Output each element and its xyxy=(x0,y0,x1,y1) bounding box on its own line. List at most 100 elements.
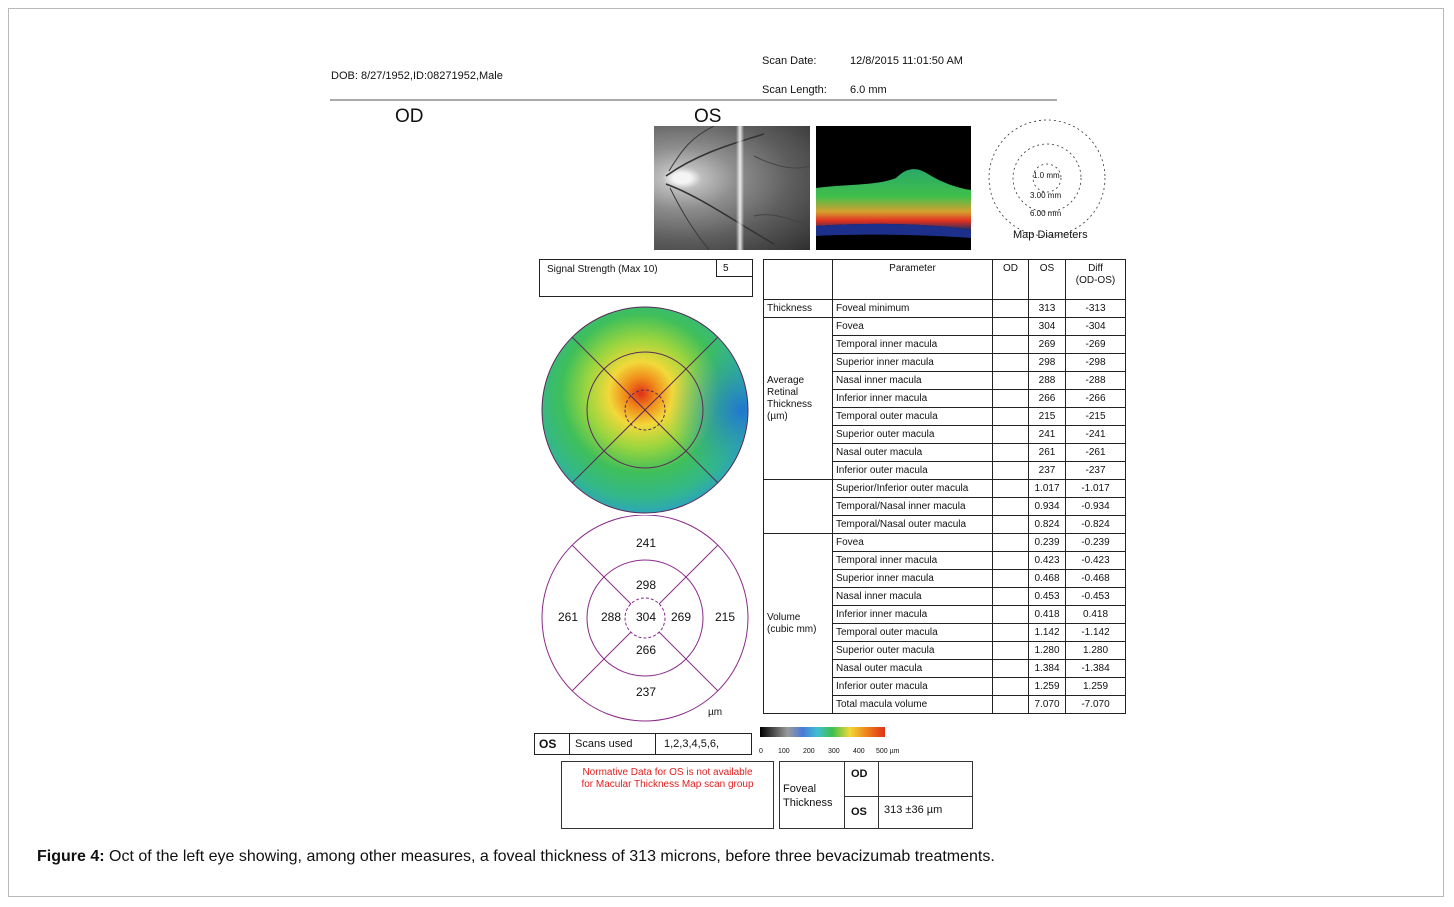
foveal-label-line2: Thickness xyxy=(783,797,833,809)
row-diff: -288 xyxy=(1065,371,1126,390)
row-param: Fovea xyxy=(832,533,993,552)
table-row: Superior inner macula 0.468 -0.468 xyxy=(764,569,1126,588)
foveal-divider-v2 xyxy=(878,762,879,828)
row-param: Temporal outer macula xyxy=(832,623,993,642)
table-row: Superior/Inferior outer macula 1.017 -1.01… xyxy=(763,479,1126,534)
row-diff: -266 xyxy=(1065,389,1126,408)
row-od xyxy=(992,641,1029,660)
ring-label-1: 1.0 mm xyxy=(1033,171,1060,180)
row-os: 215 xyxy=(1028,407,1066,426)
signal-strength-box: Signal Strength (Max 10) 5 xyxy=(539,259,753,297)
row-os: 288 xyxy=(1028,371,1066,390)
row-od xyxy=(992,497,1029,516)
row-diff: 1.280 xyxy=(1065,641,1126,660)
table-row: Temporal inner macula 0.423 -0.423 xyxy=(764,551,1126,570)
normative-line2: for Macular Thickness Map scan group xyxy=(581,779,754,790)
sector-thickness-map: 241 298 261 288 304 269 215 266 237 µm xyxy=(540,514,750,725)
row-od xyxy=(992,335,1029,354)
row-os: 0.824 xyxy=(1028,515,1066,534)
figure-frame xyxy=(8,8,1444,897)
group-avg-line2: Retinal xyxy=(767,386,799,398)
foveal-divider-v1 xyxy=(844,762,845,828)
row-param: Superior outer macula xyxy=(832,425,993,444)
row-od xyxy=(992,317,1029,336)
oct-bscan-image xyxy=(816,126,971,250)
table-row: Temporal outer macula 215 -215 xyxy=(764,407,1126,426)
row-od xyxy=(992,569,1029,588)
row-od xyxy=(992,551,1029,570)
sector-temporal-inner: 269 xyxy=(671,610,692,624)
row-diff: 1.259 xyxy=(1065,677,1126,696)
od-label: OD xyxy=(395,106,424,127)
row-os: 261 xyxy=(1028,443,1066,462)
row-param: Inferior inner macula xyxy=(832,389,993,408)
row-os: 237 xyxy=(1028,461,1066,480)
ring-label-6: 6.00 mm xyxy=(1030,209,1062,218)
map-diameters-title: Map Diameters xyxy=(1013,229,1088,241)
foveal-thickness-box: Foveal Thickness OD OS 313 ±36 µm xyxy=(779,761,973,829)
row-od xyxy=(992,299,1029,318)
normative-line1: Normative Data for OS is not available xyxy=(582,767,753,778)
foveal-label: Foveal Thickness xyxy=(783,782,833,810)
row-param: Nasal outer macula xyxy=(832,659,993,678)
row-param: Inferior inner macula xyxy=(832,605,993,624)
patient-info: DOB: 8/27/1952,ID:08271952,Male xyxy=(331,70,503,82)
header-rule xyxy=(330,99,1057,101)
row-diff: -0.468 xyxy=(1065,569,1126,588)
table-row: Total macula volume 7.070 -7.070 xyxy=(764,695,1126,714)
table-header-row: Parameter OD OS Diff (OD-OS) xyxy=(763,259,1126,300)
figure-caption: Figure 4: Oct of the left eye showing, a… xyxy=(37,848,995,866)
sector-inferior-inner: 266 xyxy=(636,643,657,657)
row-os: 0.934 xyxy=(1028,497,1066,516)
row-od xyxy=(992,515,1029,534)
row-od xyxy=(992,695,1029,714)
row-param: Nasal inner macula xyxy=(832,371,993,390)
group-avg-line4: (µm) xyxy=(767,410,788,422)
caption-prefix: Figure 4: xyxy=(37,848,105,865)
scale-tick-200: 200 xyxy=(803,748,815,755)
table-row: Temporal/Nasal inner macula 0.934 -0.934 xyxy=(764,497,1126,516)
sector-nasal-inner: 288 xyxy=(601,610,622,624)
row-diff: -0.824 xyxy=(1065,515,1126,534)
row-od xyxy=(992,623,1029,642)
row-os: 0.453 xyxy=(1028,587,1066,606)
row-diff: -0.453 xyxy=(1065,587,1126,606)
table-row: Nasal inner macula 0.453 -0.453 xyxy=(764,587,1126,606)
row-os: 313 xyxy=(1028,299,1066,318)
header-diff: Diff (OD-OS) xyxy=(1065,259,1126,300)
sector-superior-outer: 241 xyxy=(636,536,657,550)
thickness-color-scale xyxy=(760,727,885,737)
scan-length-value: 6.0 mm xyxy=(850,84,887,96)
scale-tick-500: 500 µm xyxy=(876,748,900,755)
row-os: 1.259 xyxy=(1028,677,1066,696)
scan-date-value: 12/8/2015 11:01:50 AM xyxy=(850,55,963,67)
row-os: 1.384 xyxy=(1028,659,1066,678)
row-os: 241 xyxy=(1028,425,1066,444)
row-od xyxy=(992,389,1029,408)
header-diff-line2: (OD-OS) xyxy=(1075,275,1116,286)
scans-divider-1 xyxy=(569,734,570,754)
foveal-label-line1: Foveal xyxy=(783,783,817,795)
row-od xyxy=(992,371,1029,390)
row-os: 1.142 xyxy=(1028,623,1066,642)
row-diff: -261 xyxy=(1065,443,1126,462)
row-od xyxy=(992,353,1029,372)
row-od xyxy=(992,461,1029,480)
row-od xyxy=(992,605,1029,624)
row-param: Total macula volume xyxy=(832,695,993,714)
row-param: Superior outer macula xyxy=(832,641,993,660)
signal-strength-value: 5 xyxy=(716,260,753,277)
row-diff: -0.934 xyxy=(1065,497,1126,516)
thickness-color-map xyxy=(540,305,750,515)
row-os: 1.280 xyxy=(1028,641,1066,660)
table-row: Superior outer macula 1.280 1.280 xyxy=(764,641,1126,660)
row-diff: -1.384 xyxy=(1065,659,1126,678)
fundus-image xyxy=(654,126,810,250)
os-label: OS xyxy=(694,106,722,127)
foveal-od-label: OD xyxy=(851,768,868,780)
scans-divider-2 xyxy=(655,734,656,754)
scan-date-label: Scan Date: xyxy=(762,55,817,67)
row-os: 266 xyxy=(1028,389,1066,408)
row-param: Superior inner macula xyxy=(832,353,993,372)
ring-label-3: 3.00 mm xyxy=(1030,191,1062,200)
